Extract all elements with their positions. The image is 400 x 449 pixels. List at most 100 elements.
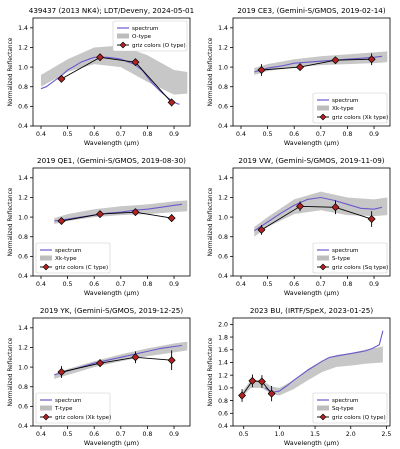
griz-point (367, 215, 376, 224)
spectrum-line (253, 196, 383, 232)
legend-swatch-band (40, 405, 52, 411)
y-tick-label: 0.8 (18, 84, 28, 91)
x-tick-label: 0.7 (316, 281, 326, 288)
legend-box (312, 242, 388, 274)
spectrum-line (264, 330, 384, 393)
legend-box (312, 92, 388, 124)
legend: spectrum Sq-type griz colors (Q type) (312, 392, 388, 424)
legend-label: griz colors (Xk type) (55, 415, 111, 421)
chart-panel-3: 0.4 0.5 0.6 0.7 0.8 0.9 0.4 0.6 0.8 1.0 1.2 1.4 2019… (8, 156, 191, 297)
legend-label: O-type (132, 34, 152, 40)
y-tick-label: 2.0 (218, 322, 228, 329)
x-tick-label: 0.7 (316, 131, 326, 138)
griz-connector (241, 380, 272, 396)
y-tick-label: 0.4 (218, 273, 228, 280)
y-tick-label: 1.0 (18, 214, 28, 221)
x-tick-label: 0.9 (369, 281, 379, 288)
legend-label: spectrum (132, 26, 158, 32)
plot-area (54, 200, 188, 226)
y-tick-label: 0.8 (218, 84, 228, 91)
griz-point (167, 214, 176, 223)
griz-point (96, 53, 105, 62)
legend-swatch-band (317, 255, 329, 261)
model-band (40, 45, 188, 95)
plot-area (40, 45, 188, 107)
y-axis-label: Normalized Reflectance (8, 37, 14, 106)
griz-connector (61, 211, 172, 222)
x-tick-label: 0.6 (289, 131, 299, 138)
griz-point (57, 217, 66, 226)
x-tick-label: 0.6 (89, 131, 99, 138)
x-tick-label: 0.4 (36, 431, 46, 438)
legend: spectrum O-type griz colors (O type) (112, 20, 188, 52)
y-tick-label: 1.2 (18, 45, 28, 52)
griz-connector (61, 356, 172, 373)
x-tick-label: 0.6 (89, 431, 99, 438)
x-tick-label: 0.4 (36, 131, 46, 138)
plot-frame (232, 317, 391, 427)
y-tick-label: 1.4 (218, 360, 228, 367)
x-tick-label: 0.5 (63, 131, 73, 138)
y-axis-label: Normalized Reflectance (208, 187, 214, 256)
y-tick-label: 0.4 (18, 123, 28, 130)
chart-title: 2023 BU, (IRTF/SpeX, 2023-01-25) (250, 306, 373, 315)
x-tick-label: 0.7 (116, 431, 126, 438)
chart-title: 2019 CE3, (Gemini-S/GMOS, 2019-02-14) (237, 6, 386, 15)
y-tick-label: 1.8 (218, 334, 228, 341)
y-tick-label: 1.2 (218, 195, 228, 202)
y-tick-label: 1.4 (18, 325, 28, 332)
griz-point (296, 202, 305, 211)
legend-swatch-marker (319, 113, 327, 121)
plot-area (54, 341, 188, 379)
y-tick-label: 0.8 (218, 398, 228, 405)
x-tick-label: 0.8 (343, 131, 353, 138)
x-tick-label: 0.5 (263, 281, 273, 288)
y-tick-label: 0.4 (18, 423, 28, 430)
y-tick-label: 1.4 (218, 25, 228, 32)
x-tick-label: 0.9 (169, 131, 179, 138)
chart-panel-6: 0.5 1.0 1.5 2.0 2.5 0.4 0.6 0.8 1.0 1.2 1.4 1.6 1.8 2… (208, 306, 391, 447)
model-band (54, 341, 188, 379)
y-tick-label: 1.2 (18, 345, 28, 352)
plot-frame (32, 17, 191, 127)
y-tick-label: 0.4 (218, 123, 228, 130)
model-band (240, 346, 383, 400)
y-tick-label: 1.2 (18, 195, 28, 202)
x-tick-label: 0.6 (289, 281, 299, 288)
legend-box (112, 20, 188, 52)
chart-title: 2019 YK, (Gemini-S/GMOS, 2019-12-25) (40, 306, 184, 315)
legend-label: griz colors (Q type) (332, 415, 386, 421)
chart-panel-2: 0.4 0.5 0.6 0.7 0.8 0.9 0.4 0.6 0.8 1.0 1.2 1.4 2019… (208, 6, 391, 147)
legend-label: spectrum (55, 248, 81, 254)
legend-swatch-band (117, 33, 129, 39)
griz-connector (61, 56, 172, 103)
y-tick-label: 0.8 (18, 234, 28, 241)
griz-point (257, 377, 266, 386)
x-tick-label: 0.9 (169, 281, 179, 288)
plot-frame (32, 167, 191, 277)
legend-label: Sq-type (332, 406, 354, 412)
x-tick-label: 0.7 (116, 281, 126, 288)
y-tick-label: 0.6 (18, 104, 28, 111)
x-tick-label: 0.8 (143, 431, 153, 438)
griz-point (296, 63, 305, 72)
y-tick-label: 1.0 (18, 64, 28, 71)
x-axis-label: Wavelength (μm) (284, 439, 339, 447)
spectrum-line (40, 56, 180, 105)
x-tick-label: 0.5 (63, 431, 73, 438)
x-tick-label: 0.6 (89, 281, 99, 288)
y-tick-label: 1.0 (218, 385, 228, 392)
griz-point (57, 368, 66, 376)
chart-panel-1: 0.4 0.5 0.6 0.7 0.8 0.9 0.4 0.6 0.8 1.0 1.2 1.4 4394… (8, 6, 194, 147)
x-tick-label: 1.0 (274, 431, 284, 438)
legend: spectrum Xk-type griz colors (Xk type) (312, 92, 388, 124)
y-tick-label: 1.2 (218, 372, 228, 379)
model-band (254, 191, 388, 237)
legend-label: griz colors (O type) (132, 43, 186, 49)
legend-swatch-marker (319, 263, 327, 271)
griz-point (96, 359, 105, 368)
y-tick-label: 0.8 (18, 384, 28, 391)
legend-label: T-type (54, 406, 73, 412)
chart-title: 2019 QE1, (Gemini-S/GMOS, 2019-08-30) (37, 156, 186, 165)
